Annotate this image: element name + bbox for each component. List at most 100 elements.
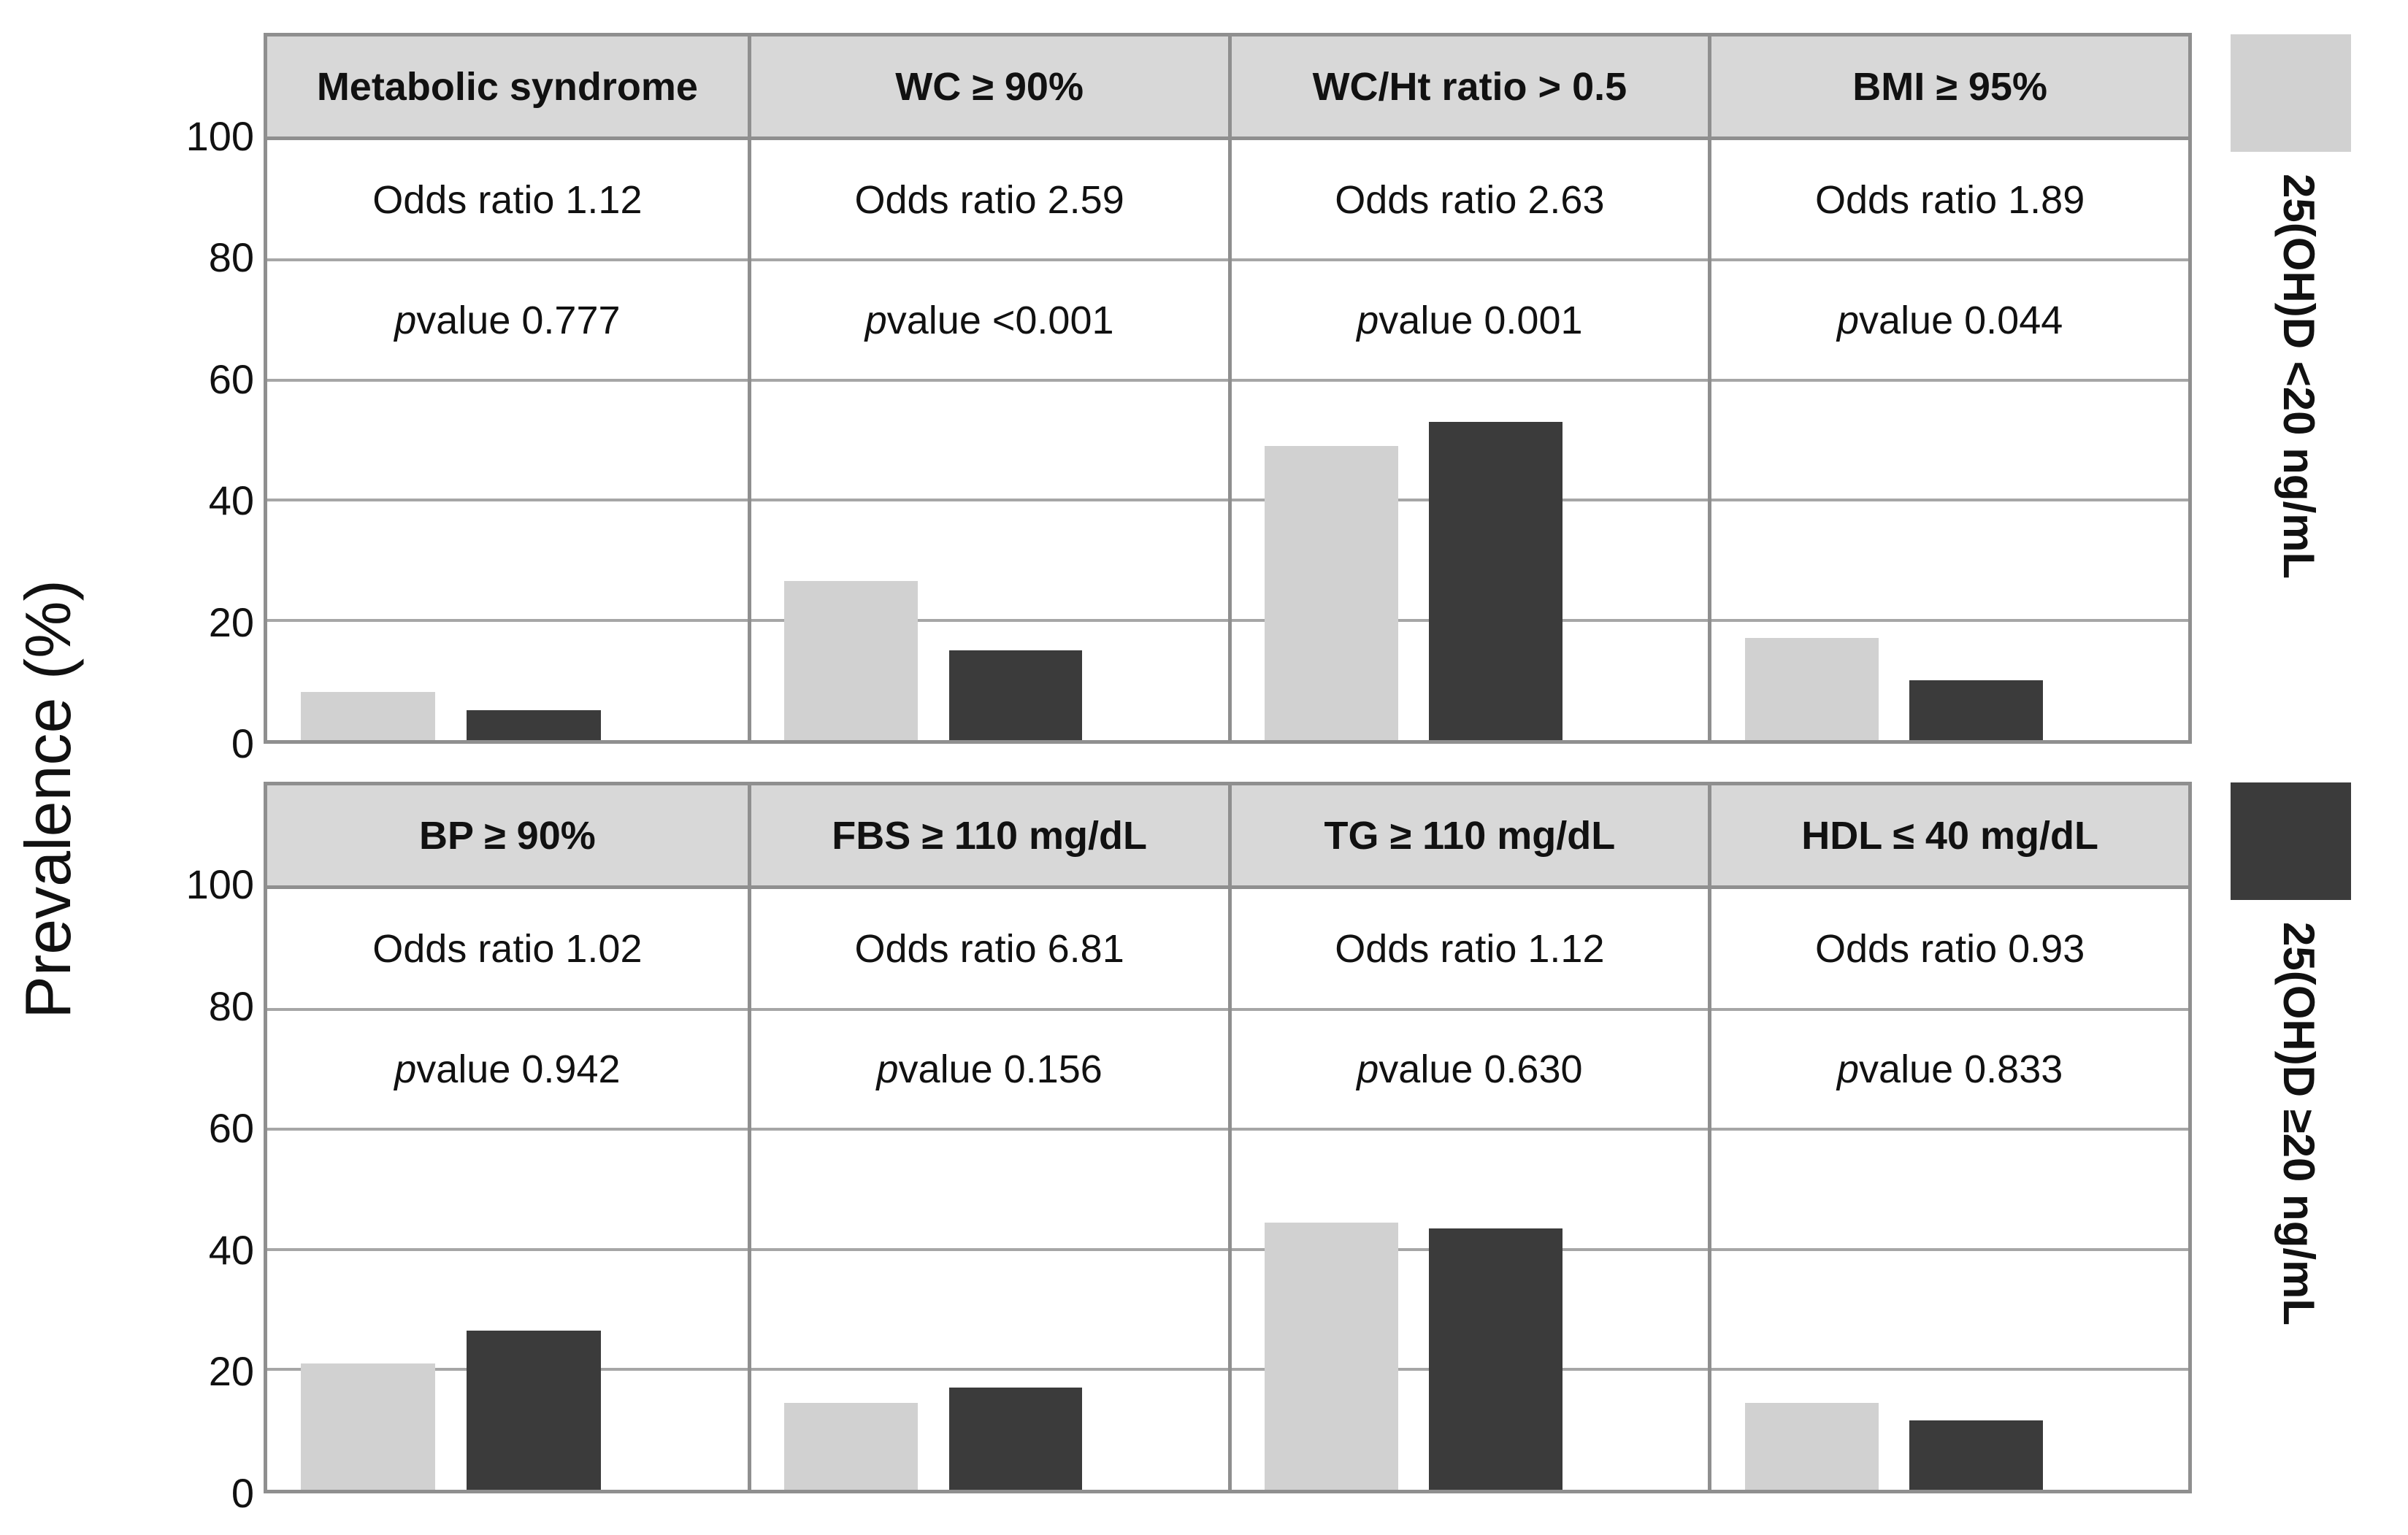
p-value-text: p value <0.001 [751,260,1228,380]
panel-title: TG ≥ 110 mg/dL [1231,785,1709,889]
bar-vitd-low [1265,1222,1398,1490]
panel-title-text: BP ≥ 90% [418,813,596,858]
p-value-text: p value 0.942 [267,1009,748,1130]
panel-title-text: TG ≥ 110 mg/dL [1324,813,1616,858]
gridline [751,258,1228,262]
gridline [751,618,1228,622]
legend-label-vitd-high: 25(OH)D ≥20 ng/mL [2274,922,2323,1326]
y-tick: 60 [208,1105,254,1151]
panel-hdl: HDL ≤ 40 mg/dL Odds ratio 0.93 p value 0… [1708,785,2188,1490]
bar-vitd-high [466,709,602,740]
y-tick: 100 [185,113,254,159]
p-value: value 0.001 [1379,298,1583,342]
p-symbol: p [876,1047,899,1091]
gridline [751,499,1228,502]
p-value: value <0.001 [886,298,1114,342]
odds-ratio-value: Odds ratio 0.93 [1815,927,2085,972]
y-tick: 80 [208,983,254,1029]
panel-title-text: FBS ≥ 110 mg/dL [832,813,1147,858]
legend-swatch-vitd-low [2231,34,2351,152]
odds-ratio-value: Odds ratio 2.59 [854,178,1124,223]
panel-title: HDL ≤ 40 mg/dL [1711,785,2188,889]
panel-title: WC/Ht ratio > 0.5 [1231,36,1709,140]
gridline [751,1128,1228,1131]
p-value-text: p value 0.044 [1711,260,2188,380]
bar-vitd-low [1744,638,1879,740]
bar-vitd-high [948,1388,1083,1490]
gridline [1231,378,1709,382]
panel-plot: Odds ratio 1.02 p value 0.942 [267,889,748,1490]
panel-title-text: WC ≥ 90% [895,64,1084,109]
odds-ratio-text: Odds ratio 1.12 [1232,889,1709,1009]
gridline [267,499,748,502]
panel-title-text: HDL ≤ 40 mg/dL [1801,813,2098,858]
gridline [1711,1247,2188,1251]
chart-row-bottom: BP ≥ 90% Odds ratio 1.02 p value 0.942 F… [264,782,2192,1493]
panel-plot: Odds ratio 0.93 p value 0.833 [1711,889,2188,1490]
panel-title-text: WC/Ht ratio > 0.5 [1312,64,1627,109]
y-tick: 60 [208,356,254,402]
gridline [267,618,748,622]
bar-vitd-high [1909,680,2043,740]
y-tick: 20 [208,599,254,645]
odds-ratio-text: Odds ratio 0.93 [1711,889,2188,1009]
panel-plot: Odds ratio 6.81 p value 0.156 [751,889,1228,1490]
p-symbol: p [1357,298,1379,342]
p-value: value 0.044 [1859,298,2063,342]
gridline [267,1128,748,1131]
p-symbol: p [1357,1047,1379,1091]
odds-ratio-value: Odds ratio 1.02 [372,927,643,972]
panel-title: FBS ≥ 110 mg/dL [751,785,1228,889]
odds-ratio-text: Odds ratio 1.89 [1711,140,2188,260]
panel-fbs: FBS ≥ 110 mg/dL Odds ratio 6.81 p value … [747,785,1228,1490]
gridline [1711,499,2188,502]
p-symbol: p [864,298,887,342]
gridline [1711,1368,2188,1372]
gridline [1231,258,1709,262]
bar-vitd-high [948,650,1083,740]
bar-vitd-low [301,692,436,740]
y-tick: 40 [208,1227,254,1273]
y-tick: 40 [208,477,254,523]
bar-vitd-low [1265,446,1398,740]
panel-title: Metabolic syndrome [267,36,748,140]
gridline [267,1007,748,1011]
p-value-text: p value 0.001 [1232,260,1709,380]
bar-vitd-high [466,1330,602,1490]
gridline [267,258,748,262]
panel-plot: Odds ratio 1.89 p value 0.044 [1711,140,2188,740]
gridline [1231,1128,1709,1131]
p-symbol: p [1836,298,1860,342]
y-tick: 80 [208,234,254,280]
p-symbol: p [394,1047,417,1091]
bar-vitd-high [1429,422,1563,740]
p-value: value 0.833 [1859,1047,2063,1091]
odds-ratio-text: Odds ratio 2.63 [1232,140,1709,260]
p-value: value 0.942 [416,1047,621,1091]
panel-plot: Odds ratio 2.59 p value <0.001 [751,140,1228,740]
gridline [267,378,748,382]
y-tick: 0 [231,720,254,766]
gridline [1711,258,2188,262]
panel-title: BP ≥ 90% [267,785,748,889]
gridline [1711,1007,2188,1011]
p-value: value 0.156 [898,1047,1103,1091]
panel-wc-ht-ratio: WC/Ht ratio > 0.5 Odds ratio 2.63 p valu… [1227,36,1709,740]
panel-tg: TG ≥ 110 mg/dL Odds ratio 1.12 p value 0… [1227,785,1709,1490]
gridline [267,1247,748,1251]
panel-title: BMI ≥ 95% [1711,36,2188,140]
p-value-text: p value 0.833 [1711,1009,2188,1130]
panel-title-text: BMI ≥ 95% [1852,64,2047,109]
odds-ratio-value: Odds ratio 1.89 [1815,178,2085,223]
p-symbol: p [1836,1047,1860,1091]
panel-plot: Odds ratio 1.12 p value 0.630 [1231,889,1709,1490]
bar-vitd-low [301,1363,436,1490]
legend-label-vitd-low: 25(OH)D <20 ng/mL [2274,174,2323,580]
chart-row-top: Metabolic syndrome Odds ratio 1.12 p val… [264,33,2192,744]
y-tick: 100 [185,861,254,907]
odds-ratio-text: Odds ratio 2.59 [751,140,1228,260]
bar-vitd-high [1429,1228,1563,1490]
p-value-text: p value 0.630 [1232,1009,1709,1130]
y-tick: 0 [231,1470,254,1516]
